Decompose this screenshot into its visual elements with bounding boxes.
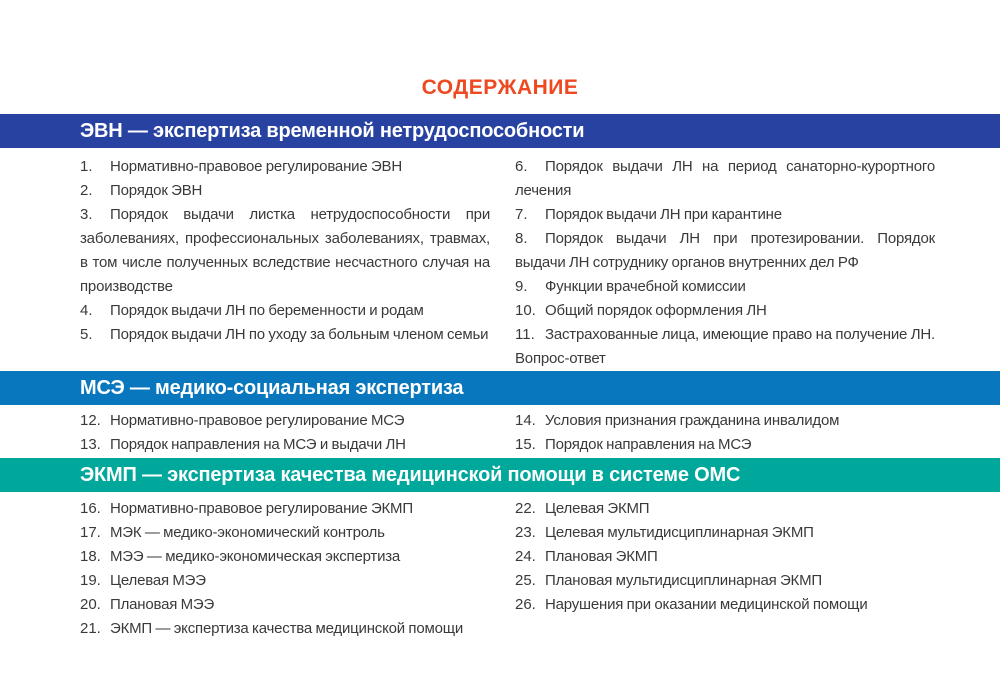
item-text: Порядок выдачи листка нетрудоспособности… [80, 206, 490, 295]
item-text: Порядок выдачи ЛН по беременности и рода… [110, 302, 424, 319]
item-number: 5. [80, 326, 93, 343]
toc-item-2: 2. Порядок ЭВН [80, 179, 490, 203]
item-text: Плановая мультидисциплинарная ЭКМП [545, 572, 822, 589]
item-number: 20. [80, 596, 101, 613]
section-ekmp-right-column: 22. Целевая ЭКМП 23. Целевая мультидисципл… [515, 497, 935, 641]
toc-item-19: 19. Целевая МЭЭ [80, 569, 490, 593]
toc-item-18: 18. МЭЭ — медико-экономическая экспертиза [80, 545, 490, 569]
section-header-bar-mse: МСЭ — медико-социальная экспертиза [0, 371, 1000, 405]
item-text: Порядок выдачи ЛН на период санаторно-ку… [515, 158, 935, 199]
item-text: Плановая ЭКМП [545, 548, 658, 565]
item-text: Порядок направления на МСЭ и выдачи ЛН [110, 436, 406, 453]
toc-item-1: 1. Нормативно-правовое регулирование ЭВН [80, 155, 490, 179]
item-text: МЭК — медико-экономический контроль [110, 524, 385, 541]
item-text: Нормативно-правовое регулирование МСЭ [110, 412, 405, 429]
item-number: 7. [515, 206, 528, 223]
section-mse-columns: 12. Нормативно-правовое регулирование МСЭ… [0, 405, 1000, 458]
item-text: Общий порядок оформления ЛН [545, 302, 767, 319]
item-number: 24. [515, 548, 536, 565]
section-ekmp: ЭКМП — экспертиза качества медицинской п… [0, 458, 1000, 641]
toc-item-4: 4. Порядок выдачи ЛН по беременности и ро… [80, 299, 490, 323]
item-text: Целевая ЭКМП [545, 500, 650, 517]
item-number: 21. [80, 620, 101, 637]
section-ekmp-left-column: 16. Нормативно-правовое регулирование ЭКМ… [80, 497, 490, 641]
section-mse-right-column: 14. Условия признания гражданина инвалидо… [515, 409, 935, 457]
toc-item-16: 16. Нормативно-правовое регулирование ЭКМ… [80, 497, 490, 521]
item-text: Порядок направления на МСЭ [545, 436, 752, 453]
section-evn-right-column: 6. Порядок выдачи ЛН на период санаторно-… [515, 155, 935, 371]
item-number: 3. [80, 206, 93, 223]
item-number: 11. [515, 326, 535, 343]
page-title: СОДЕРЖАНИЕ [421, 76, 579, 99]
toc-item-3: 3. Порядок выдачи листка нетрудоспособнос… [80, 203, 490, 299]
item-text: Порядок выдачи ЛН при карантине [545, 206, 782, 223]
item-number: 23. [515, 524, 536, 541]
item-text: Порядок выдачи ЛН по уходу за больным чл… [110, 326, 489, 343]
item-number: 2. [80, 182, 93, 199]
item-text: Функции врачебной комиссии [545, 278, 746, 295]
section-evn-columns: 1. Нормативно-правовое регулирование ЭВН … [0, 148, 1000, 371]
section-header-bar-ekmp: ЭКМП — экспертиза качества медицинской п… [0, 458, 1000, 492]
item-text: ЭКМП — экспертиза качества медицинской п… [110, 620, 464, 637]
toc-item-8: 8. Порядок выдачи ЛН при протезировании. … [515, 227, 935, 275]
item-number: 18. [80, 548, 101, 565]
item-number: 16. [80, 500, 101, 517]
item-number: 17. [80, 524, 101, 541]
toc-item-12: 12. Нормативно-правовое регулирование МСЭ [80, 409, 490, 433]
item-text: Застрахованные лица, имеющие право на по… [515, 326, 935, 367]
section-header-label-evn: ЭВН — экспертиза временной нетрудоспособ… [80, 119, 585, 142]
item-number: 4. [80, 302, 93, 319]
item-text: Порядок ЭВН [110, 182, 203, 199]
section-header-label-ekmp: ЭКМП — экспертиза качества медицинской п… [80, 463, 741, 486]
section-header-bar-evn: ЭВН — экспертиза временной нетрудоспособ… [0, 114, 1000, 148]
item-number: 10. [515, 302, 536, 319]
item-number: 1. [80, 158, 93, 175]
toc-item-14: 14. Условия признания гражданина инвалидо… [515, 409, 935, 433]
item-text: Нормативно-правовое регулирование ЭКМП [110, 500, 413, 517]
item-text: Плановая МЭЭ [110, 596, 215, 613]
section-evn: ЭВН — экспертиза временной нетрудоспособ… [0, 114, 1000, 371]
item-number: 25. [515, 572, 536, 589]
item-text: Нарушения при оказании медицинской помощ… [545, 596, 868, 613]
section-header-label-mse: МСЭ — медико-социальная экспертиза [80, 376, 464, 399]
item-text: Порядок выдачи ЛН при протезировании. По… [515, 230, 935, 271]
item-number: 15. [515, 436, 536, 453]
toc-item-25: 25. Плановая мультидисциплинарная ЭКМП [515, 569, 935, 593]
toc-item-10: 10. Общий порядок оформления ЛН [515, 299, 935, 323]
section-mse: МСЭ — медико-социальная экспертиза 12. Но… [0, 371, 1000, 458]
section-mse-left-column: 12. Нормативно-правовое регулирование МСЭ… [80, 409, 490, 457]
item-text: Нормативно-правовое регулирование ЭВН [110, 158, 402, 175]
item-text: МЭЭ — медико-экономическая экспертиза [110, 548, 401, 565]
toc-item-17: 17. МЭК — медико-экономический контроль [80, 521, 490, 545]
toc-item-15: 15. Порядок направления на МСЭ [515, 433, 935, 457]
item-number: 19. [80, 572, 101, 589]
toc-item-7: 7. Порядок выдачи ЛН при карантине [515, 203, 935, 227]
item-number: 26. [515, 596, 536, 613]
item-text: Целевая мультидисциплинарная ЭКМП [545, 524, 814, 541]
toc-item-22: 22. Целевая ЭКМП [515, 497, 935, 521]
toc-item-23: 23. Целевая мультидисциплинарная ЭКМП [515, 521, 935, 545]
toc-item-21: 21. ЭКМП — экспертиза качества медицинско… [80, 617, 490, 641]
item-number: 22. [515, 500, 536, 517]
section-ekmp-columns: 16. Нормативно-правовое регулирование ЭКМ… [0, 492, 1000, 641]
item-number: 14. [515, 412, 536, 429]
item-text: Условия признания гражданина инвалидом [545, 412, 840, 429]
toc-item-11: 11. Застрахованные лица, имеющие право на… [515, 323, 935, 371]
item-number: 13. [80, 436, 101, 453]
toc-item-5: 5. Порядок выдачи ЛН по уходу за больным … [80, 323, 490, 347]
section-evn-left-column: 1. Нормативно-правовое регулирование ЭВН … [80, 155, 490, 371]
toc-item-20: 20. Плановая МЭЭ [80, 593, 490, 617]
item-number: 12. [80, 412, 101, 429]
toc-item-9: 9. Функции врачебной комиссии [515, 275, 935, 299]
item-number: 6. [515, 158, 528, 175]
toc-item-24: 24. Плановая ЭКМП [515, 545, 935, 569]
toc-item-13: 13. Порядок направления на МСЭ и выдачи Л… [80, 433, 490, 457]
item-number: 8. [515, 230, 528, 247]
toc-item-6: 6. Порядок выдачи ЛН на период санаторно-… [515, 155, 935, 203]
item-number: 9. [515, 278, 528, 295]
toc-item-26: 26. Нарушения при оказании медицинской по… [515, 593, 935, 617]
item-text: Целевая МЭЭ [110, 572, 206, 589]
